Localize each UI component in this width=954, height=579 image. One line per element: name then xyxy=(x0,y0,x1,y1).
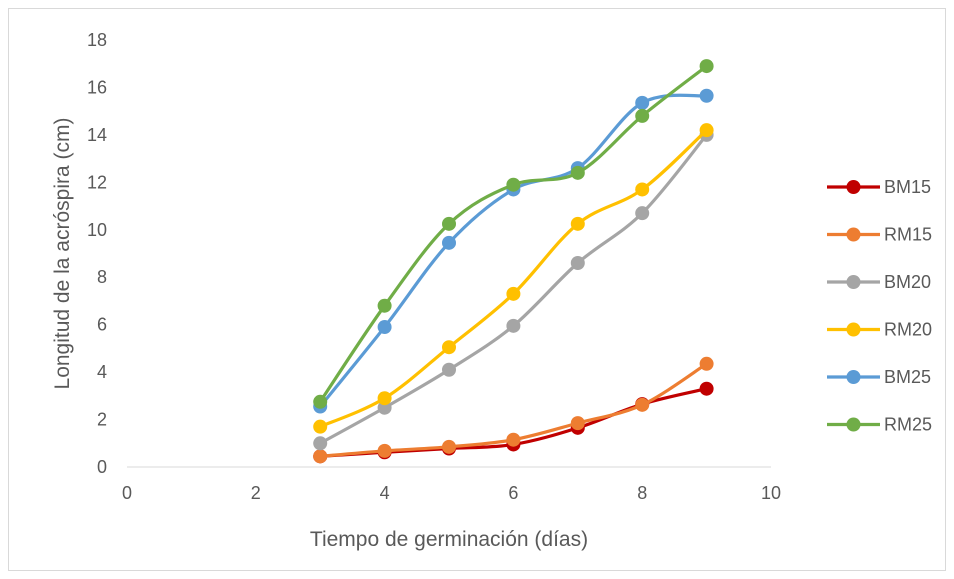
data-point-rm20 xyxy=(635,182,650,197)
legend-item-bm15: BM15 xyxy=(827,177,931,197)
data-point-bm20 xyxy=(313,436,328,451)
axes: 0 2 4 6 8 10 0 2 4 6 8 10 12 14 16 18 xyxy=(87,30,781,503)
data-point-rm25 xyxy=(442,216,456,231)
data-point-rm25 xyxy=(377,298,392,313)
series-bm25 xyxy=(313,88,714,414)
series-line-bm25 xyxy=(318,93,709,409)
y-tick-label: 18 xyxy=(87,30,107,50)
y-tick-label: 12 xyxy=(87,172,107,192)
x-tick-label: 10 xyxy=(761,483,781,503)
y-tick-label: 0 xyxy=(97,457,107,477)
legend-marker-bm15 xyxy=(846,180,861,194)
y-tick-label: 8 xyxy=(97,267,107,287)
legend-marker-rm20 xyxy=(846,322,861,337)
y-tick-label: 14 xyxy=(87,125,107,145)
legend-item-rm15: RM15 xyxy=(827,225,932,245)
y-tick-label: 4 xyxy=(97,362,107,382)
y-tick-label: 2 xyxy=(97,410,107,430)
data-point-rm15 xyxy=(635,397,650,412)
data-point-rm15 xyxy=(699,356,714,371)
legend-item-rm25: RM25 xyxy=(827,415,932,435)
series-group xyxy=(313,59,714,464)
legend-marker-bm25 xyxy=(846,370,861,384)
x-tick-label: 8 xyxy=(637,483,647,503)
legend-label-rm25: RM25 xyxy=(884,415,932,435)
legend-label-rm20: RM20 xyxy=(884,320,932,340)
data-point-rm20 xyxy=(570,216,585,231)
legend: BM15 RM15 BM20 RM20 BM25 RM25 xyxy=(827,177,932,435)
legend-marker-rm25 xyxy=(846,417,861,432)
x-tick-label: 2 xyxy=(251,483,261,503)
data-point-bm20 xyxy=(506,318,521,333)
data-point-rm25 xyxy=(506,177,521,192)
data-point-bm20 xyxy=(635,206,650,221)
legend-label-rm15: RM15 xyxy=(884,225,932,245)
data-point-rm25 xyxy=(313,394,328,409)
y-tick-label: 6 xyxy=(97,315,107,335)
series-rm25 xyxy=(313,59,714,409)
legend-item-bm25: BM25 xyxy=(827,367,931,387)
data-point-rm20 xyxy=(506,286,521,301)
legend-marker-bm20 xyxy=(846,275,861,289)
legend-label-bm25: BM25 xyxy=(884,367,931,387)
data-point-rm25 xyxy=(699,59,714,74)
x-axis-title: Tiempo de germinación (días) xyxy=(310,528,588,551)
x-tick-label: 4 xyxy=(380,483,390,503)
legend-label-bm15: BM15 xyxy=(884,177,931,197)
data-point-bm25 xyxy=(635,95,650,110)
x-tick-label: 0 xyxy=(122,483,132,503)
data-point-rm15 xyxy=(377,443,392,458)
data-point-bm25 xyxy=(699,88,714,103)
y-axis-title: Longitud de la acróspira (cm) xyxy=(51,118,74,390)
data-point-rm25 xyxy=(635,108,650,123)
legend-label-bm20: BM20 xyxy=(884,272,931,292)
series-rm15 xyxy=(313,356,714,464)
x-tick-label: 6 xyxy=(508,483,518,503)
data-point-bm25 xyxy=(377,320,392,335)
chart-area xyxy=(8,8,946,571)
data-point-bm20 xyxy=(442,362,456,377)
data-point-bm20 xyxy=(570,255,585,270)
data-point-rm15 xyxy=(570,416,585,431)
legend-marker-rm15 xyxy=(846,227,861,242)
data-point-rm15 xyxy=(313,449,328,464)
data-point-rm20 xyxy=(442,340,456,355)
data-point-rm15 xyxy=(506,432,521,447)
series-line-rm20 xyxy=(318,128,709,429)
series-rm20 xyxy=(313,123,714,434)
data-point-rm20 xyxy=(377,391,392,406)
legend-item-bm20: BM20 xyxy=(827,272,931,292)
data-point-bm25 xyxy=(442,235,456,250)
y-tick-label: 16 xyxy=(87,77,107,97)
data-point-rm25 xyxy=(570,165,585,180)
data-point-bm15 xyxy=(699,381,714,396)
data-point-rm20 xyxy=(699,123,714,138)
legend-item-rm20: RM20 xyxy=(827,320,932,340)
data-point-rm20 xyxy=(313,419,328,434)
y-tick-label: 10 xyxy=(87,220,107,240)
series-bm20 xyxy=(313,127,714,451)
data-point-rm15 xyxy=(442,439,456,454)
